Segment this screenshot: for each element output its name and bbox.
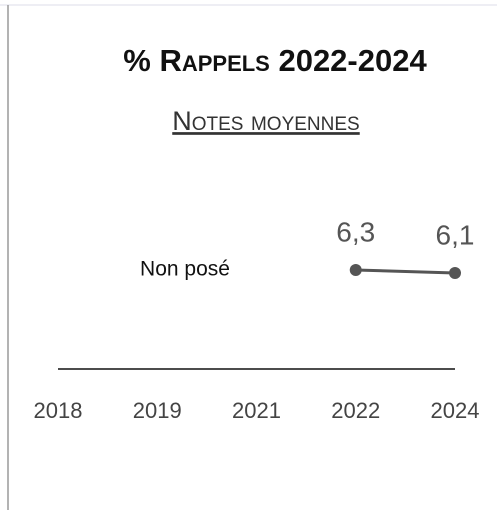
- point: [349, 264, 362, 276]
- chart-subtitle: Notes moyennes: [172, 106, 359, 136]
- value-label: 6,1: [436, 219, 475, 250]
- x-tick-label: 2024: [431, 398, 480, 423]
- x-tick-label: 2021: [232, 398, 281, 423]
- annotation: Non posé: [140, 258, 230, 281]
- point: [449, 267, 461, 279]
- x-tick-label: 2022: [331, 398, 380, 423]
- x-tick-label: 2018: [34, 398, 83, 423]
- x-tick-label: 2019: [133, 398, 182, 423]
- line: [355, 268, 456, 275]
- value-label: 6,3: [336, 216, 375, 247]
- chart-title: % Rappels 2022-2024: [123, 43, 427, 78]
